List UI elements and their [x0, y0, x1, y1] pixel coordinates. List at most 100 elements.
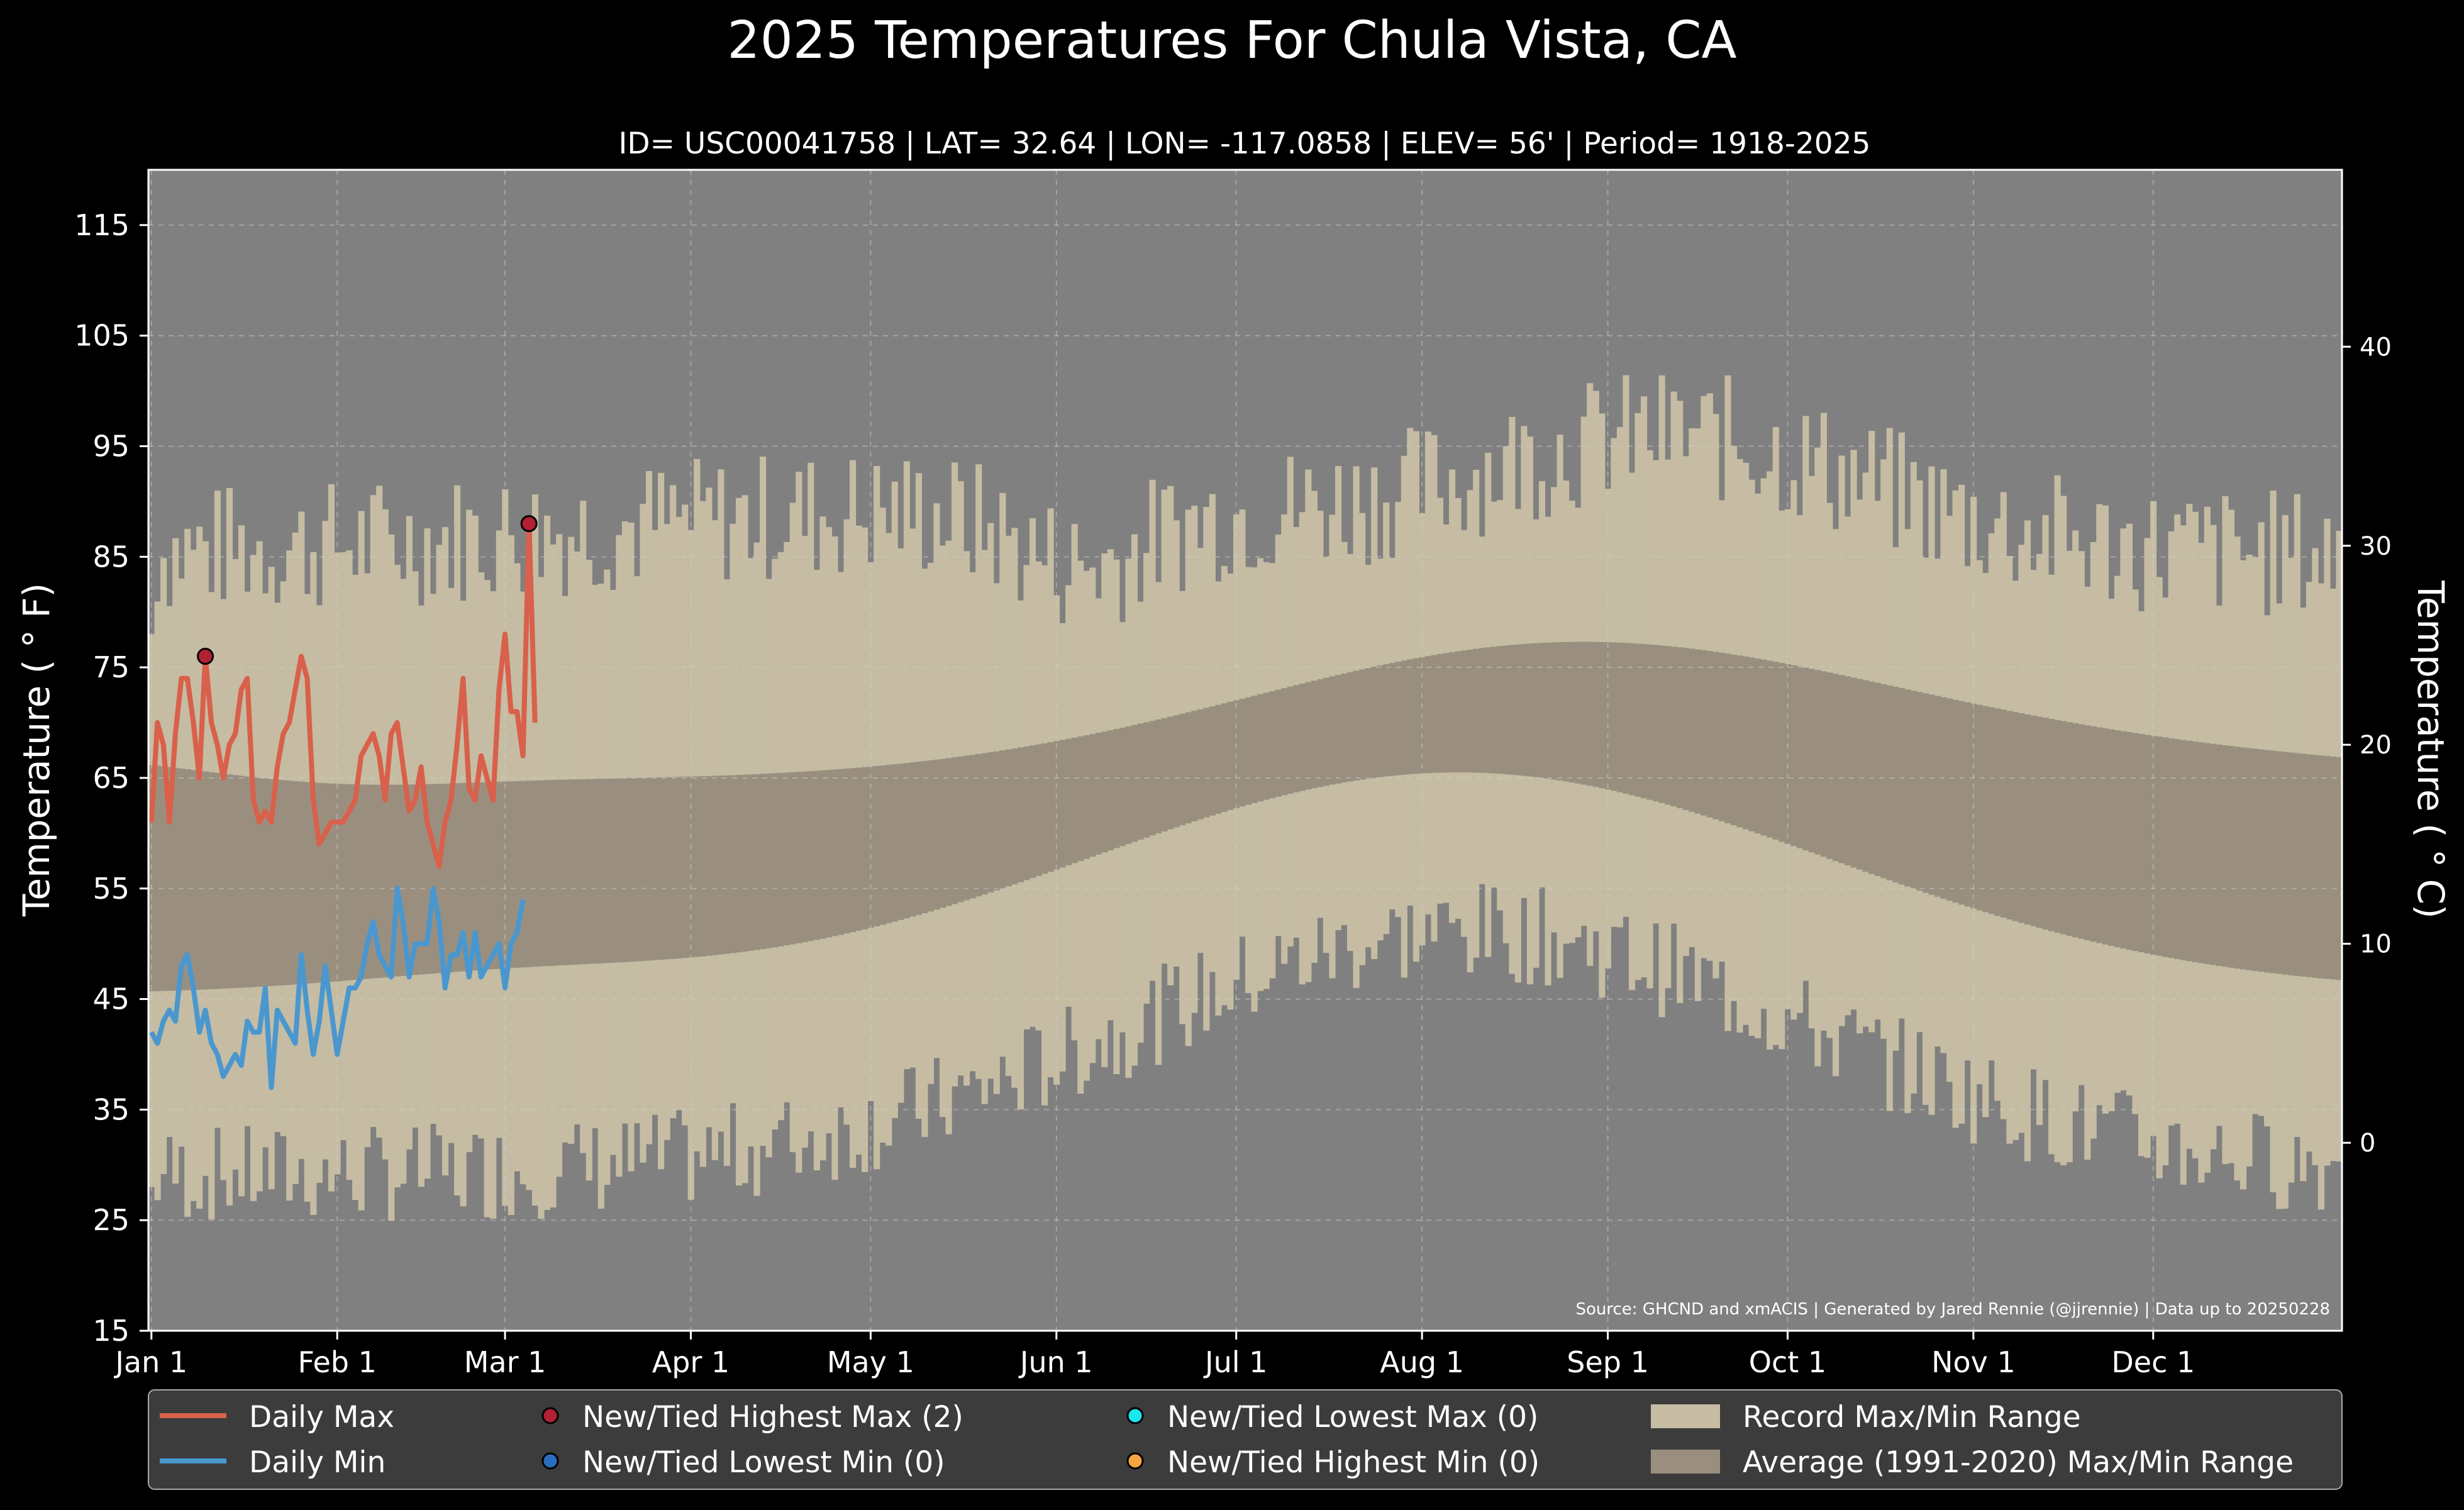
average-range-bar [154, 765, 161, 991]
average-range-bar [663, 777, 670, 960]
average-range-bar [670, 777, 677, 959]
average-range-bar [1772, 662, 1779, 840]
average-range-bar [2024, 714, 2031, 925]
left-tick-label: 15 [92, 1314, 130, 1348]
average-range-bar [1521, 643, 1528, 776]
average-range-bar [1575, 641, 1582, 784]
average-range-bar [1623, 643, 1629, 794]
average-range-bar [370, 784, 377, 979]
source-note: Source: GHCND and xmACIS | Generated by … [1575, 1300, 2330, 1319]
average-range-bar [1916, 692, 1923, 891]
average-range-bar [1653, 645, 1660, 802]
average-range-bar [280, 780, 287, 985]
average-range-bar [460, 783, 467, 972]
average-range-bar [825, 770, 833, 938]
average-range-bar [2336, 757, 2343, 980]
average-range-bar [1952, 699, 1959, 903]
average-range-bar [1101, 731, 1108, 853]
average-range-bar [478, 782, 485, 970]
left-tick-label: 115 [74, 208, 130, 242]
left-tick-label: 55 [92, 872, 130, 906]
average-range-bar [1436, 654, 1444, 773]
record-highest-max-marker [520, 515, 538, 533]
average-range-bar [441, 784, 449, 973]
average-range-bar [1790, 665, 1797, 847]
legend-label: Record Max/Min Range [1743, 1400, 2081, 1435]
x-tick-label: Jan 1 [113, 1345, 187, 1379]
average-range-bar [304, 782, 311, 984]
average-range-bar [196, 770, 203, 990]
average-range-bar [1377, 665, 1384, 777]
average-range-bar [1551, 642, 1558, 780]
chart-title: 2025 Temperatures For Chula Vista, CA [727, 11, 1736, 70]
average-range-bar [376, 784, 383, 978]
average-range-bar [903, 763, 910, 919]
average-range-bar [796, 772, 802, 943]
average-range-bar [765, 774, 772, 948]
average-range-bar [927, 760, 935, 912]
average-range-bar [621, 778, 629, 962]
average-range-bar [1317, 679, 1324, 787]
average-range-bar [999, 750, 1006, 889]
average-range-bar [2126, 732, 2133, 950]
average-range-bar [466, 782, 473, 971]
average-range-bar [2042, 718, 2049, 930]
left-tick-label: 105 [74, 319, 130, 353]
average-range-bar [687, 776, 694, 958]
right-axis-label: Temperature ( ° C) [2409, 580, 2452, 918]
average-range-bar [2072, 723, 2079, 938]
average-range-bar [1161, 718, 1168, 831]
average-range-bar [1940, 697, 1947, 899]
average-range-bar [286, 780, 293, 985]
average-range-bar [2012, 712, 2019, 921]
average-range-bar [1467, 649, 1473, 773]
average-range-bar [1964, 702, 1971, 907]
average-range-bar [543, 780, 551, 967]
record-highest-max-marker [197, 648, 214, 665]
average-range-bar [2090, 726, 2097, 942]
average-range-bar [1239, 699, 1246, 807]
average-range-bar [1862, 680, 1869, 872]
average-range-bar [1424, 656, 1432, 774]
average-range-bar [1922, 693, 1929, 893]
average-range-bar [682, 777, 689, 958]
average-range-bar [531, 780, 539, 967]
average-range-bar [430, 784, 437, 974]
average-range-bar [448, 783, 455, 972]
legend-label: New/Tied Highest Min (0) [1167, 1445, 1540, 1480]
average-range-bar [274, 779, 281, 986]
average-range-bar [741, 774, 748, 952]
average-range-bar [1479, 648, 1485, 773]
average-range-bar [424, 784, 431, 974]
average-range-bar [2156, 736, 2163, 956]
average-range-bar [1221, 703, 1228, 812]
x-tick-label: Feb 1 [298, 1345, 377, 1379]
average-range-bar [874, 766, 880, 926]
average-range-bar [1383, 664, 1390, 777]
average-range-bar [1665, 646, 1672, 805]
average-range-bar [2132, 733, 2139, 952]
average-range-bar [1838, 675, 1845, 863]
right-tick-label: 30 [2360, 532, 2392, 561]
average-range-bar [1958, 701, 1965, 905]
average-range-bar [831, 769, 838, 936]
average-range-bar [801, 771, 808, 943]
average-range-bar [1443, 653, 1450, 773]
average-range-bar [1712, 652, 1719, 819]
average-range-bar [2114, 730, 2121, 948]
average-range-bar [1275, 689, 1282, 797]
left-tick-label: 85 [92, 540, 130, 574]
average-range-bar [1892, 686, 1899, 883]
average-range-bar [166, 767, 173, 991]
average-range-bar [784, 772, 791, 946]
average-range-bar [957, 756, 964, 902]
average-range-bar [454, 783, 461, 972]
average-range-bar [1670, 647, 1677, 807]
average-range-bar [1035, 744, 1042, 876]
average-range-bar [1203, 708, 1210, 818]
average-range-bar [1089, 734, 1096, 857]
average-range-bar [2210, 743, 2217, 965]
average-range-bar [819, 770, 826, 939]
average-range-bar [1755, 658, 1762, 834]
average-range-bar [1856, 679, 1863, 870]
